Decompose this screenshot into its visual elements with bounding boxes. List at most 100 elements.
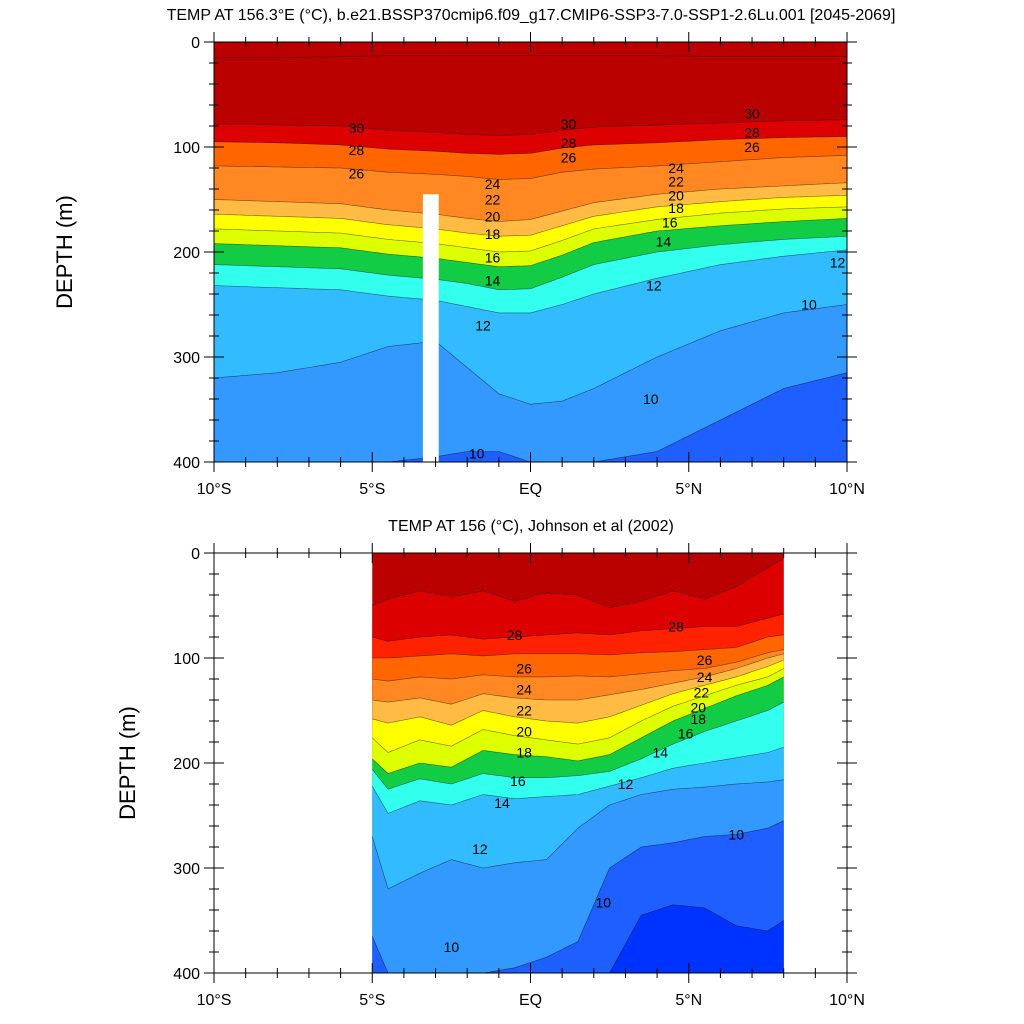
- contour-label: 26: [349, 165, 365, 181]
- contour-label: 22: [485, 192, 501, 208]
- contour-label: 14: [652, 745, 668, 761]
- contour-label: 10: [444, 939, 460, 955]
- contour-label: 20: [668, 187, 684, 203]
- contour-label: 24: [516, 682, 532, 698]
- contour-line: [213, 206, 848, 253]
- y-tick-label: 100: [173, 651, 200, 668]
- missing-data-column: [422, 194, 439, 462]
- contour-label: 28: [561, 135, 577, 151]
- contour-label: 20: [485, 208, 501, 224]
- contour-line: [213, 155, 848, 180]
- contour-label: 14: [485, 272, 501, 288]
- contour-label: 10: [596, 895, 612, 911]
- y-tick-label: 0: [191, 546, 200, 563]
- contour-line: [214, 136, 848, 155]
- contour-label: 28: [507, 627, 523, 643]
- contour-label: 16: [510, 773, 526, 789]
- contour-line: [213, 119, 848, 136]
- y-tick-label: 300: [173, 861, 200, 878]
- contour-label: 12: [646, 278, 662, 294]
- y-tick-label: 300: [173, 350, 200, 367]
- contour-line: [372, 653, 784, 705]
- x-tick-label: EQ: [519, 481, 542, 498]
- y-tick-label: 400: [173, 455, 200, 472]
- contour-line: [372, 613, 784, 642]
- contour-label: 16: [678, 726, 694, 742]
- y-tick-label: 0: [191, 35, 200, 52]
- contour-line: [213, 249, 848, 314]
- contour-label: 28: [744, 124, 760, 140]
- contour-label: 26: [561, 150, 577, 166]
- panel-bottom: TEMP AT 156 (°C), Johnson et al (2002) D…: [115, 518, 865, 1009]
- x-tick-label: 5°S: [359, 481, 385, 498]
- x-tick-label: 5°N: [675, 992, 702, 1009]
- contour-label: 22: [516, 703, 532, 719]
- contour-label: 30: [744, 105, 760, 121]
- contour-band: [372, 904, 784, 973]
- contour-label: 26: [744, 139, 760, 155]
- contour-line: [372, 649, 784, 682]
- contour-line: [213, 304, 848, 405]
- x-tick-label: 5°N: [675, 481, 702, 498]
- contour-label: 12: [830, 255, 846, 271]
- chart-title: TEMP AT 156.3°E (°C), b.e21.BSSP370cmip6…: [167, 7, 896, 24]
- y-tick-label: 200: [173, 245, 200, 262]
- contour-line: [372, 558, 784, 608]
- contour-line: [372, 701, 784, 790]
- contour-label: 18: [485, 226, 501, 242]
- contour-band: [214, 372, 847, 462]
- y-tick-label: 400: [173, 966, 200, 983]
- contour-line: [213, 195, 848, 237]
- contour-line: [213, 218, 848, 268]
- contour-label: 10: [643, 391, 659, 407]
- contour-label: 26: [697, 652, 713, 668]
- contour-label: 12: [472, 841, 488, 857]
- x-tick-label: 10°S: [197, 481, 232, 498]
- contour-label: 12: [618, 776, 634, 792]
- y-axis-label: DEPTH (m): [52, 195, 77, 309]
- contour-label: 22: [668, 174, 684, 190]
- contour-label: 28: [668, 619, 684, 635]
- contour-line: [372, 779, 784, 890]
- contour-line: [213, 182, 848, 222]
- contour-label: 16: [662, 215, 678, 231]
- contour-label: 16: [485, 249, 501, 265]
- x-tick-label: 10°N: [829, 481, 865, 498]
- contour-line: [372, 747, 784, 814]
- contour-line: [213, 236, 848, 291]
- x-tick-label: 10°S: [197, 992, 232, 1009]
- contour-band: [214, 304, 847, 462]
- x-tick-label: 5°S: [359, 992, 385, 1009]
- contour-label: 18: [668, 200, 684, 216]
- plot-area: 3028263028263028262422201816141224222018…: [173, 32, 865, 498]
- contour-label: 20: [690, 699, 706, 715]
- contour-label: 18: [690, 711, 706, 727]
- x-tick-label: 10°N: [829, 992, 865, 1009]
- y-tick-label: 200: [173, 756, 200, 773]
- contour-label: 30: [349, 120, 365, 136]
- y-tick-label: 100: [173, 140, 200, 157]
- contour-label: 14: [656, 234, 672, 250]
- contour-label: 30: [561, 116, 577, 132]
- plot-area: 2828262422201816141226242220181614121010…: [173, 543, 865, 1009]
- contour-label: 24: [485, 176, 501, 192]
- contour-label: 28: [349, 142, 365, 158]
- contour-line: [372, 659, 784, 726]
- contour-line: [372, 676, 784, 774]
- contour-label: 14: [494, 795, 510, 811]
- x-tick-label: EQ: [519, 992, 542, 1009]
- contour-label: 10: [728, 826, 744, 842]
- contour-label: 18: [516, 745, 532, 761]
- contour-label: 26: [516, 661, 532, 677]
- y-axis-label: DEPTH (m): [115, 706, 140, 820]
- contour-line: [372, 668, 784, 753]
- contour-label: 22: [694, 685, 710, 701]
- contour-label: 12: [475, 318, 491, 334]
- panel-top: TEMP AT 156.3°E (°C), b.e21.BSSP370cmip6…: [52, 7, 895, 498]
- chart-title: TEMP AT 156 (°C), Johnson et al (2002): [388, 518, 674, 535]
- contour-label: 24: [668, 160, 684, 176]
- contour-line: [214, 55, 847, 59]
- contour-label: 10: [801, 297, 817, 313]
- contour-line: [372, 634, 784, 659]
